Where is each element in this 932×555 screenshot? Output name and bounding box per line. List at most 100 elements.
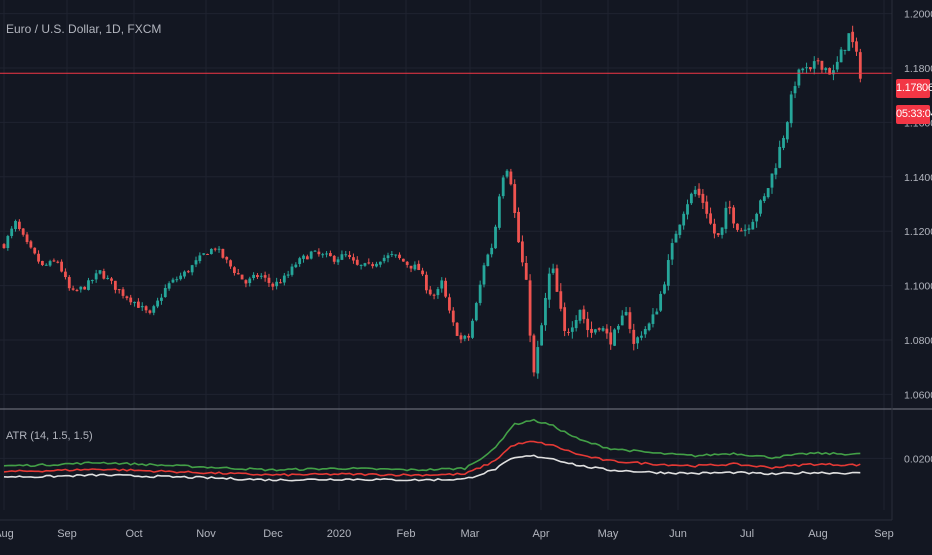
x-tick-label: Dec [263, 528, 283, 540]
candle-down [582, 309, 586, 320]
candle-down [459, 335, 463, 340]
candle-up [789, 94, 793, 124]
atr-lines [3, 418, 861, 482]
candle-up [640, 335, 643, 338]
candle-down [348, 254, 351, 258]
candle-up [647, 323, 651, 331]
candle-down [279, 282, 282, 284]
y-tick-label: 1.06000 [904, 389, 932, 401]
candle-down [628, 312, 632, 329]
x-tick-label: Mar [461, 528, 480, 540]
x-tick-label: Aug [0, 528, 14, 540]
candle-up [655, 311, 659, 315]
candle-up [505, 170, 509, 177]
candle-down [29, 241, 33, 248]
last-price-badge: 1.17806 [896, 79, 932, 98]
candle-down [71, 288, 75, 290]
candle-up [252, 274, 255, 279]
candle-up [325, 253, 328, 255]
candle-up [79, 286, 83, 290]
x-tick-label: Aug [808, 528, 828, 540]
candle-up [160, 297, 163, 301]
candle-down [110, 278, 113, 281]
candle-down [524, 262, 528, 280]
candle-up [847, 33, 851, 51]
candle-up [601, 328, 605, 331]
candle-down [102, 271, 106, 279]
candle-up [156, 300, 159, 307]
candle-up [674, 233, 678, 243]
candle-down [405, 261, 409, 265]
x-tick-label: 2020 [327, 528, 351, 540]
candle-up [363, 263, 367, 266]
x-tick-label: Jul [740, 528, 754, 540]
candle-up [624, 311, 628, 316]
candle-up [375, 263, 378, 267]
candle-up [686, 204, 689, 215]
candle-up [774, 168, 778, 175]
candle-down [121, 289, 125, 296]
candle-down [206, 253, 209, 255]
candle-down [240, 274, 244, 280]
x-tick-label: Sep [874, 528, 894, 540]
candle-down [855, 41, 858, 52]
candle-down [559, 291, 563, 309]
atr-indicator-label[interactable]: ATR (14, 1.5, 1.5) [6, 430, 93, 442]
candle-down [56, 261, 60, 263]
candle-up [248, 278, 252, 284]
candle-up [682, 213, 686, 226]
candle-up [747, 228, 751, 230]
candle-up [663, 284, 666, 294]
candle-up [259, 275, 263, 277]
candle-up [336, 259, 340, 263]
candle-up [309, 251, 313, 259]
candle-up [666, 260, 670, 286]
candle-up [785, 122, 789, 140]
candle-up [175, 279, 179, 281]
candle-down [305, 256, 309, 260]
atr-series-line [3, 418, 861, 472]
candle-up [570, 327, 574, 332]
candle-down [609, 332, 613, 345]
candle-up [106, 277, 110, 279]
candle-down [732, 207, 735, 224]
candle-up [394, 254, 398, 256]
candle-up [440, 280, 444, 289]
candle-up [832, 70, 835, 75]
candle-up [501, 177, 505, 197]
y-tick-label: 1.18000 [904, 63, 932, 75]
candle-up [636, 337, 639, 344]
candle-up [494, 226, 497, 249]
candle-up [94, 273, 98, 280]
candle-down [632, 329, 636, 344]
candle-up [670, 243, 674, 260]
candle-down [701, 193, 705, 203]
candle-up [10, 228, 14, 236]
candle-up [217, 248, 221, 250]
candle-up [536, 347, 540, 374]
candle-down [858, 52, 862, 79]
candle-up [202, 253, 206, 255]
candle-down [37, 253, 40, 262]
candle-up [6, 236, 10, 249]
candle-up [48, 261, 52, 266]
candle-up [544, 297, 547, 326]
candle-down [697, 188, 701, 196]
candle-down [532, 335, 536, 373]
candle-up [133, 301, 136, 304]
candle-down [517, 211, 520, 243]
y-tick-label: 1.20000 [904, 9, 932, 21]
candle-down [129, 297, 133, 303]
candle-up [678, 224, 682, 235]
candle-up [44, 264, 48, 266]
candle-down [739, 230, 743, 232]
candle-up [620, 315, 624, 326]
candle-up [378, 261, 382, 265]
candle-down [267, 277, 271, 283]
x-tick-label: Sep [57, 528, 77, 540]
candle-up [87, 280, 90, 290]
candle-up [290, 266, 294, 275]
candle-down [263, 275, 267, 278]
